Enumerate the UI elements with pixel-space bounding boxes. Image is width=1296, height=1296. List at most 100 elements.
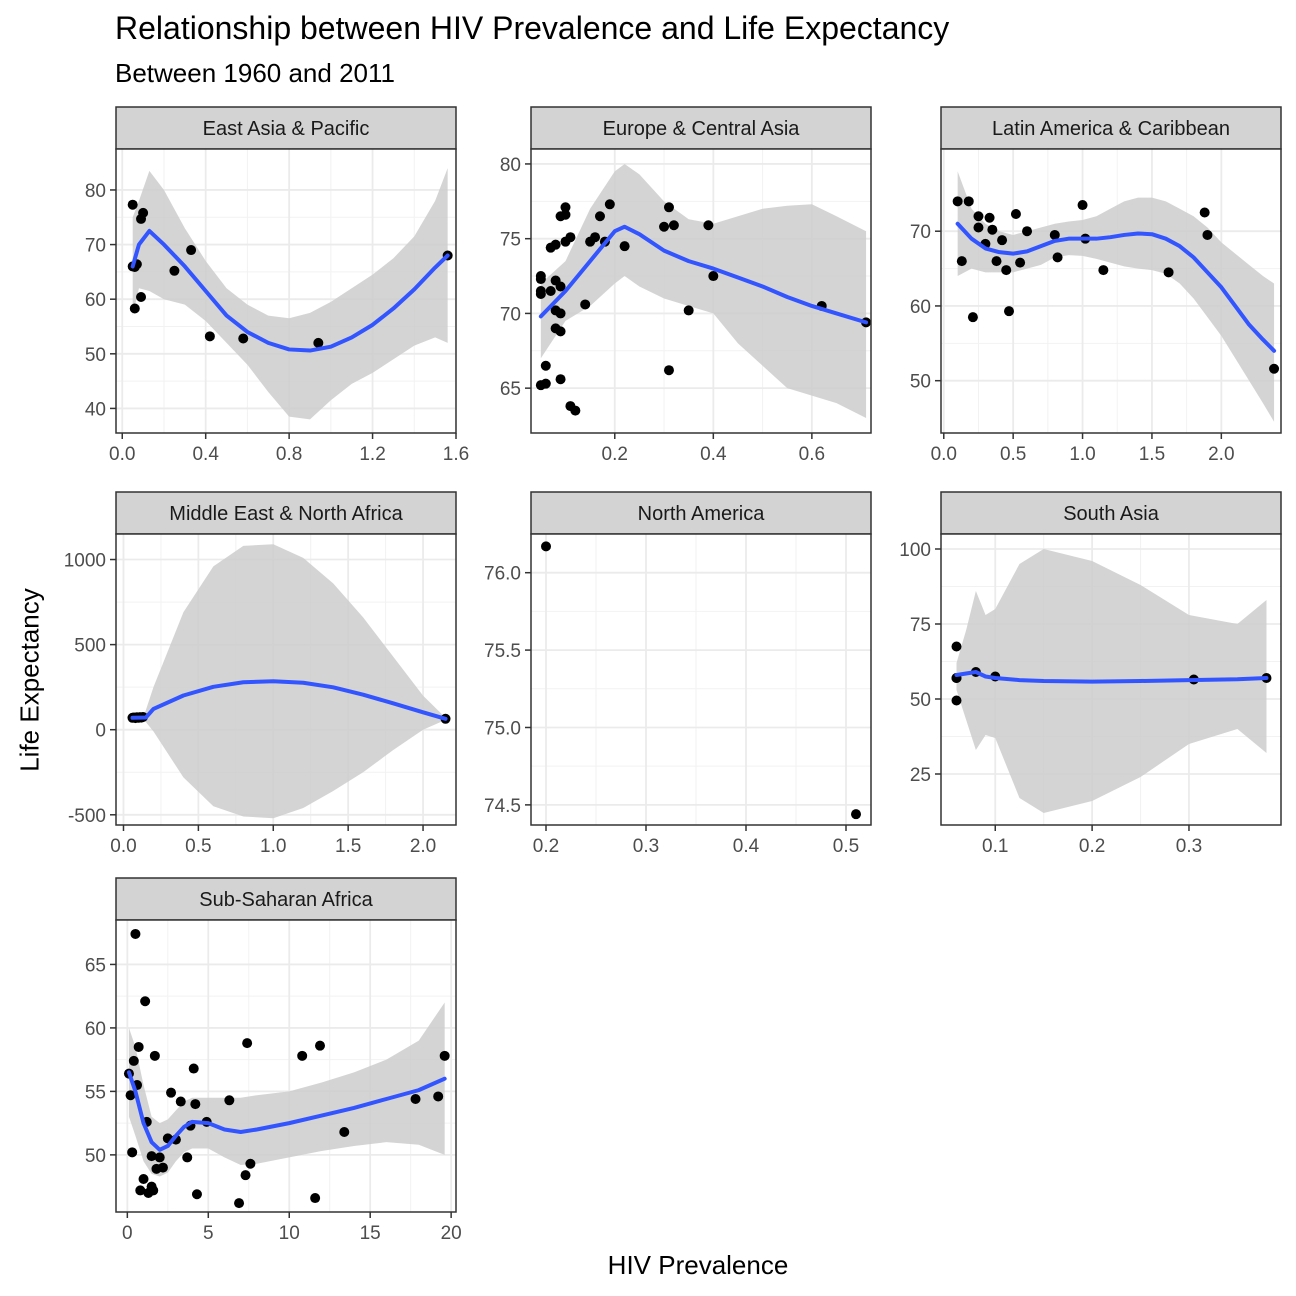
data-point xyxy=(1015,257,1026,268)
x-tick-label: 0.8 xyxy=(276,444,302,465)
y-tick-label: 75.0 xyxy=(484,718,521,739)
x-tick-label: 0.2 xyxy=(602,444,628,465)
x-tick-label: 2.0 xyxy=(410,836,436,857)
x-tick-label: 1.0 xyxy=(1069,444,1095,465)
y-tick-label: 0 xyxy=(95,721,106,742)
data-point xyxy=(951,641,962,652)
y-tick-label: 70 xyxy=(500,304,521,325)
x-tick-label: 0.5 xyxy=(185,836,211,857)
panel-border xyxy=(940,148,1282,434)
data-point xyxy=(1098,265,1109,276)
data-point xyxy=(410,1094,421,1105)
data-point xyxy=(570,405,581,416)
data-point xyxy=(560,209,571,220)
y-tick-label: 65 xyxy=(85,955,106,976)
data-point xyxy=(148,1185,159,1196)
data-point xyxy=(540,360,551,371)
confidence-ribbon xyxy=(132,168,448,420)
data-point xyxy=(127,1147,138,1158)
data-point xyxy=(240,1170,251,1181)
confidence-ribbon xyxy=(128,1002,445,1177)
data-point xyxy=(683,305,694,316)
x-tick-label: 20 xyxy=(441,1223,462,1244)
data-point xyxy=(1163,267,1174,278)
smooth-line xyxy=(955,221,1277,353)
data-point xyxy=(604,199,615,210)
data-point xyxy=(541,541,551,552)
panel-title: Latin America & Caribbean xyxy=(992,118,1230,140)
panel-south-asia: South Asia 0.1 0.2 0.3 25 50 75 100 xyxy=(899,491,1282,857)
data-point xyxy=(146,1151,157,1162)
data-point xyxy=(555,281,566,292)
panel-title: North America xyxy=(638,503,766,525)
data-point xyxy=(129,303,140,314)
panel-border xyxy=(115,919,457,1213)
x-tick-label: 0.3 xyxy=(1176,836,1202,857)
data-point xyxy=(315,1040,325,1051)
data-point xyxy=(169,265,180,276)
data-point xyxy=(997,235,1008,246)
data-point xyxy=(166,1087,177,1098)
y-tick-label: 1000 xyxy=(64,551,106,572)
chart-subtitle: Between 1960 and 2011 xyxy=(115,58,395,88)
x-tick-label: 0.6 xyxy=(799,444,825,465)
data-point xyxy=(188,1063,199,1074)
data-point xyxy=(242,1038,253,1049)
data-point xyxy=(594,211,605,222)
panel-middle-east-and-north-africa: Middle East & North Africa 0.0 0.5 1.0 1.5 2.… xyxy=(64,491,457,857)
y-tick-label: 75 xyxy=(910,615,931,636)
data-point xyxy=(951,695,962,706)
data-point xyxy=(1077,200,1088,211)
y-tick-label: 75.5 xyxy=(484,641,521,662)
y-tick-label: 50 xyxy=(85,1146,106,1167)
data-point xyxy=(1022,226,1033,237)
data-point xyxy=(136,292,147,303)
data-point xyxy=(550,239,561,250)
y-tick-label: 55 xyxy=(85,1082,106,1103)
panel-border xyxy=(115,148,457,434)
data-point xyxy=(619,241,630,252)
data-point xyxy=(433,1091,444,1102)
x-tick-label: 1.2 xyxy=(359,444,385,465)
data-point xyxy=(555,374,566,385)
y-tick-label: 100 xyxy=(899,540,931,561)
x-tick-label: 0.4 xyxy=(700,444,727,465)
data-point xyxy=(668,220,679,231)
data-point xyxy=(313,337,324,348)
x-tick-label: 0.3 xyxy=(633,836,659,857)
data-point xyxy=(238,333,249,344)
panel-title: East Asia & Pacific xyxy=(203,118,370,140)
panel-title: South Asia xyxy=(1063,503,1160,525)
panel-background xyxy=(531,534,871,825)
y-tick-label: 80 xyxy=(85,181,106,202)
confidence-ribbon xyxy=(957,171,1275,422)
data-point xyxy=(659,221,670,232)
panel-title: Europe & Central Asia xyxy=(603,118,801,140)
x-tick-label: 0.0 xyxy=(931,444,957,465)
y-tick-label: -500 xyxy=(68,806,106,827)
data-point xyxy=(140,996,151,1007)
data-point xyxy=(186,245,197,256)
x-tick-label: 1.6 xyxy=(443,444,469,465)
data-point xyxy=(190,1099,201,1110)
data-point xyxy=(1269,363,1280,374)
panel-border xyxy=(115,533,457,826)
panel-north-america: North America 0.2 0.3 0.4 0.5 74.5 75.0 75.5 76.… xyxy=(484,491,872,857)
data-point xyxy=(297,1050,308,1061)
data-point xyxy=(560,202,571,213)
data-point xyxy=(963,196,974,207)
data-point xyxy=(1202,229,1213,240)
panel-strip xyxy=(115,491,457,535)
y-axis-label: Life Expectancy xyxy=(14,588,45,772)
y-tick-label: 75 xyxy=(500,230,521,251)
panel-border xyxy=(940,533,1282,826)
x-tick-label: 2.0 xyxy=(1208,444,1234,465)
data-point xyxy=(663,202,674,213)
x-tick-label: 1.5 xyxy=(335,836,361,857)
data-point xyxy=(952,196,963,207)
x-tick-label: 0.5 xyxy=(1000,444,1026,465)
data-point xyxy=(149,1050,160,1061)
data-point xyxy=(535,288,546,299)
data-point xyxy=(708,271,719,282)
data-point xyxy=(1049,229,1060,240)
